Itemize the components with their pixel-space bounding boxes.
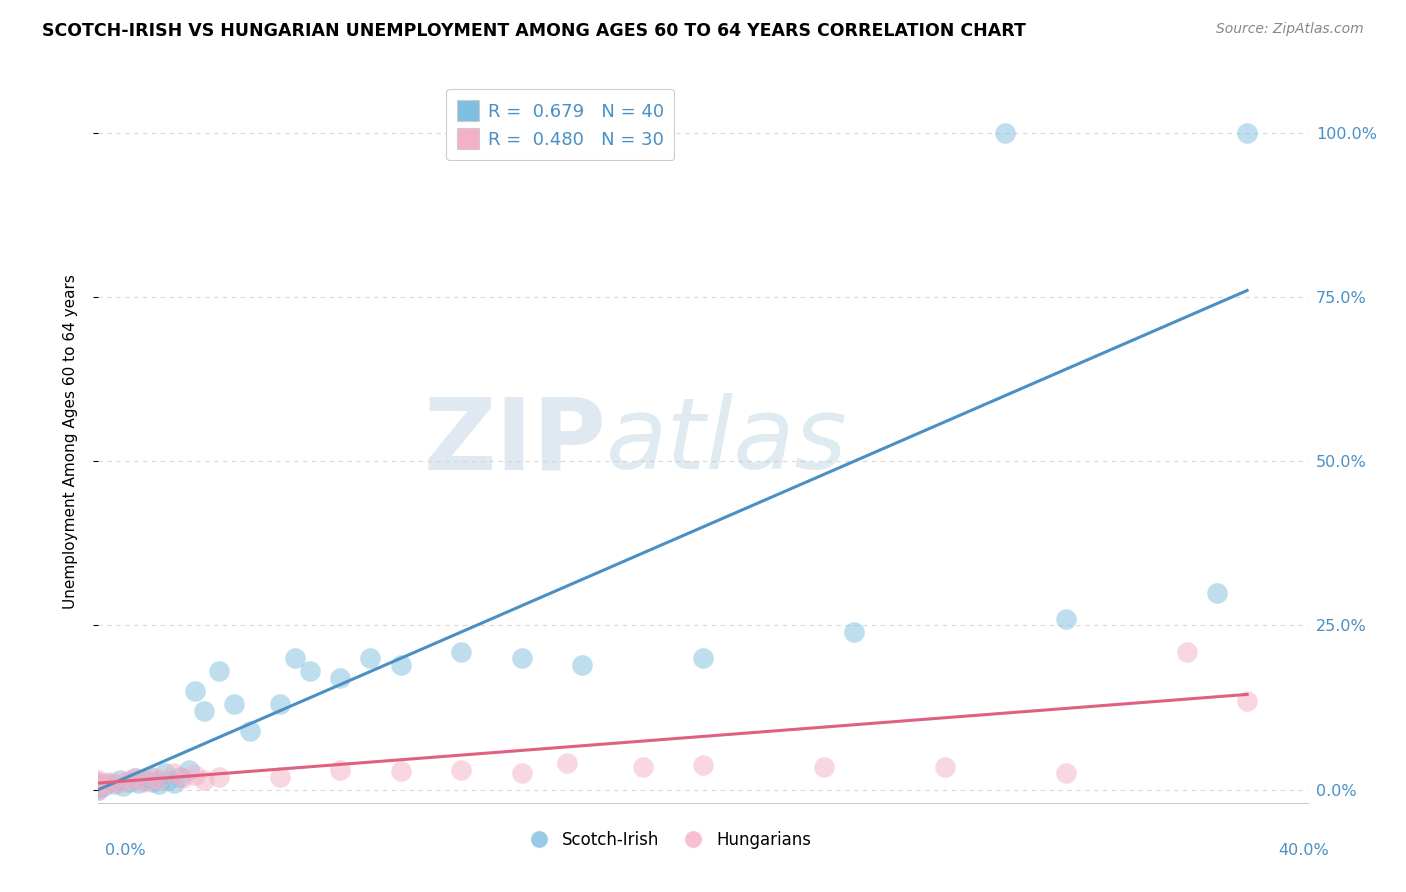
Point <box>994 126 1017 140</box>
Point <box>329 671 352 685</box>
Point <box>87 782 110 797</box>
Point <box>269 698 291 712</box>
Legend: Scotch-Irish, Hungarians: Scotch-Irish, Hungarians <box>516 824 818 856</box>
Point <box>132 774 155 789</box>
Point <box>111 780 134 794</box>
Point <box>555 756 578 771</box>
Point <box>87 772 110 787</box>
Point <box>571 657 593 672</box>
Point <box>208 770 231 784</box>
Point <box>132 772 155 787</box>
Point <box>1175 645 1198 659</box>
Point <box>118 772 141 787</box>
Point <box>844 625 866 640</box>
Point <box>360 651 382 665</box>
Point <box>127 776 149 790</box>
Point <box>239 723 262 738</box>
Point <box>1054 612 1077 626</box>
Point <box>184 768 207 782</box>
Text: atlas: atlas <box>606 393 848 490</box>
Point <box>87 774 110 789</box>
Point <box>450 645 472 659</box>
Point <box>1236 694 1258 708</box>
Point <box>193 704 215 718</box>
Point <box>1206 585 1229 599</box>
Point <box>1054 766 1077 780</box>
Point <box>692 651 714 665</box>
Point <box>124 771 146 785</box>
Point <box>269 770 291 784</box>
Point <box>163 776 186 790</box>
Point <box>103 777 125 791</box>
Point <box>193 772 215 787</box>
Point <box>1236 126 1258 140</box>
Point <box>124 771 146 785</box>
Point <box>87 777 110 791</box>
Point <box>389 657 412 672</box>
Point <box>93 780 115 794</box>
Point <box>87 782 110 797</box>
Point <box>142 770 165 784</box>
Point <box>813 760 835 774</box>
Point <box>510 651 533 665</box>
Point <box>179 763 201 777</box>
Point <box>153 766 176 780</box>
Point <box>108 776 131 790</box>
Point <box>87 781 110 796</box>
Point <box>148 772 170 787</box>
Point <box>450 763 472 777</box>
Point <box>224 698 246 712</box>
Y-axis label: Unemployment Among Ages 60 to 64 years: Unemployment Among Ages 60 to 64 years <box>63 274 77 609</box>
Point <box>93 777 115 791</box>
Text: 0.0%: 0.0% <box>105 843 146 858</box>
Point <box>208 665 231 679</box>
Text: 40.0%: 40.0% <box>1278 843 1329 858</box>
Point <box>692 757 714 772</box>
Point <box>96 776 118 790</box>
Point <box>142 774 165 789</box>
Text: ZIP: ZIP <box>423 393 606 490</box>
Point <box>87 780 110 794</box>
Point <box>172 771 194 785</box>
Point <box>184 684 207 698</box>
Point <box>169 770 191 784</box>
Point <box>100 774 122 789</box>
Point <box>148 777 170 791</box>
Point <box>139 770 162 784</box>
Point <box>118 774 141 789</box>
Point <box>87 780 110 794</box>
Point <box>156 772 179 787</box>
Point <box>389 764 412 779</box>
Point <box>934 760 956 774</box>
Text: SCOTCH-IRISH VS HUNGARIAN UNEMPLOYMENT AMONG AGES 60 TO 64 YEARS CORRELATION CHA: SCOTCH-IRISH VS HUNGARIAN UNEMPLOYMENT A… <box>42 22 1026 40</box>
Point <box>510 766 533 780</box>
Point <box>299 665 322 679</box>
Point <box>108 772 131 787</box>
Point <box>163 766 186 780</box>
Text: Source: ZipAtlas.com: Source: ZipAtlas.com <box>1216 22 1364 37</box>
Point <box>284 651 307 665</box>
Point <box>87 776 110 790</box>
Point <box>631 760 654 774</box>
Point <box>329 763 352 777</box>
